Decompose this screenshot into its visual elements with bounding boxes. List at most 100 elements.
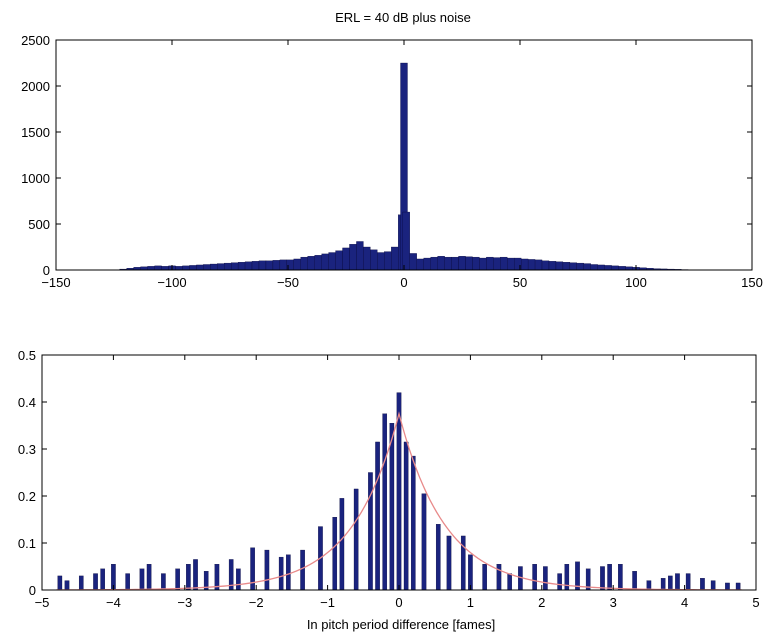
bar: [675, 573, 680, 591]
bar: [468, 554, 473, 591]
bar: [493, 257, 501, 271]
bar: [465, 256, 473, 271]
y-tick-label: 0: [43, 263, 50, 278]
bar: [507, 573, 512, 591]
bar: [147, 266, 155, 271]
bar: [597, 264, 605, 271]
bar-series: [57, 392, 741, 591]
x-tick-label: 50: [513, 275, 527, 290]
y-tick-label: 0.5: [18, 348, 36, 363]
bar: [451, 256, 459, 271]
bar: [161, 573, 166, 591]
bar: [618, 266, 626, 271]
bar: [396, 392, 402, 591]
axis-ticks: −5 −4 −3 −2 −1 0 1 2 3 4 5 0 0.1 0.2 0.3 0.4 0.5: [18, 348, 760, 610]
bar: [534, 259, 543, 271]
bar: [391, 246, 399, 271]
bar: [278, 556, 284, 591]
bar: [384, 251, 392, 271]
bar: [182, 265, 190, 271]
bar: [210, 263, 218, 271]
bar: [370, 249, 378, 271]
bar: [335, 250, 343, 271]
bar: [342, 247, 350, 271]
bar: [527, 259, 536, 271]
x-tick-label: 100: [625, 275, 647, 290]
distribution-panel: −5 −4 −3 −2 −1 0 1 2 3 4 5 0 0.1 0.2 0.3 0.4 0.5 In pitc…: [18, 348, 760, 632]
bar: [272, 260, 281, 271]
bar: [237, 262, 246, 271]
y-tick-label: 1000: [21, 171, 50, 186]
bar: [569, 262, 577, 271]
bar: [224, 262, 232, 271]
bar: [363, 246, 371, 271]
x-tick-label: 0: [400, 275, 407, 290]
bar: [576, 262, 584, 271]
bar: [193, 559, 198, 591]
histogram-panel: ERL = 40 dB plus noise −150 −100 −50 0 50 100…: [21, 10, 763, 290]
x-tick-label: −5: [35, 595, 50, 610]
bar: [203, 264, 211, 271]
bar: [403, 441, 409, 591]
bar: [100, 568, 105, 591]
y-tick-label: 0: [29, 583, 36, 598]
bar: [458, 256, 466, 271]
bar: [196, 264, 204, 271]
bar: [64, 580, 70, 591]
bar: [541, 260, 550, 271]
bar: [78, 575, 84, 591]
bar: [146, 564, 152, 591]
bar: [500, 256, 508, 271]
bar: [710, 580, 716, 591]
bar: [300, 549, 305, 591]
x-tick-label: −4: [106, 595, 121, 610]
bar: [521, 258, 529, 271]
bar: [548, 261, 557, 271]
y-tick-label: 500: [28, 217, 50, 232]
bar: [562, 262, 571, 271]
x-tick-label: −2: [249, 595, 264, 610]
bar: [423, 257, 431, 271]
bar: [353, 488, 359, 591]
bar: [410, 455, 416, 591]
bar: [307, 256, 315, 271]
bar: [446, 535, 452, 591]
bar: [472, 256, 480, 271]
bar: [486, 256, 494, 271]
x-tick-label: 150: [741, 275, 763, 290]
y-tick-label: 0.3: [18, 442, 36, 457]
bar: [244, 261, 253, 271]
bar: [482, 564, 487, 591]
y-tick-label: 2500: [21, 33, 50, 48]
bar: [557, 573, 562, 591]
bar: [437, 256, 445, 271]
bar: [161, 266, 169, 271]
bar: [231, 262, 239, 271]
y-tick-label: 1500: [21, 125, 50, 140]
bar: [251, 261, 260, 271]
chart-title: ERL = 40 dB plus noise: [335, 10, 471, 25]
y-tick-label: 0.2: [18, 489, 36, 504]
bar: [93, 573, 98, 591]
y-tick-label: 2000: [21, 79, 50, 94]
bar: [217, 263, 225, 271]
bar: [555, 261, 564, 271]
x-tick-label: 5: [752, 595, 759, 610]
bar: [700, 578, 705, 591]
x-tick-label: 1: [467, 595, 474, 610]
bar: [332, 517, 338, 591]
bar: [175, 568, 180, 591]
bar: [328, 252, 336, 271]
bar: [125, 573, 130, 591]
bar: [618, 564, 623, 591]
x-tick-label: −1: [320, 595, 335, 610]
bar-series: [119, 62, 689, 271]
bar: [632, 571, 637, 591]
bar: [286, 554, 291, 591]
bar: [258, 260, 267, 271]
bar: [532, 564, 537, 591]
bar: [57, 575, 63, 591]
bar: [186, 564, 191, 591]
bar: [496, 564, 502, 591]
